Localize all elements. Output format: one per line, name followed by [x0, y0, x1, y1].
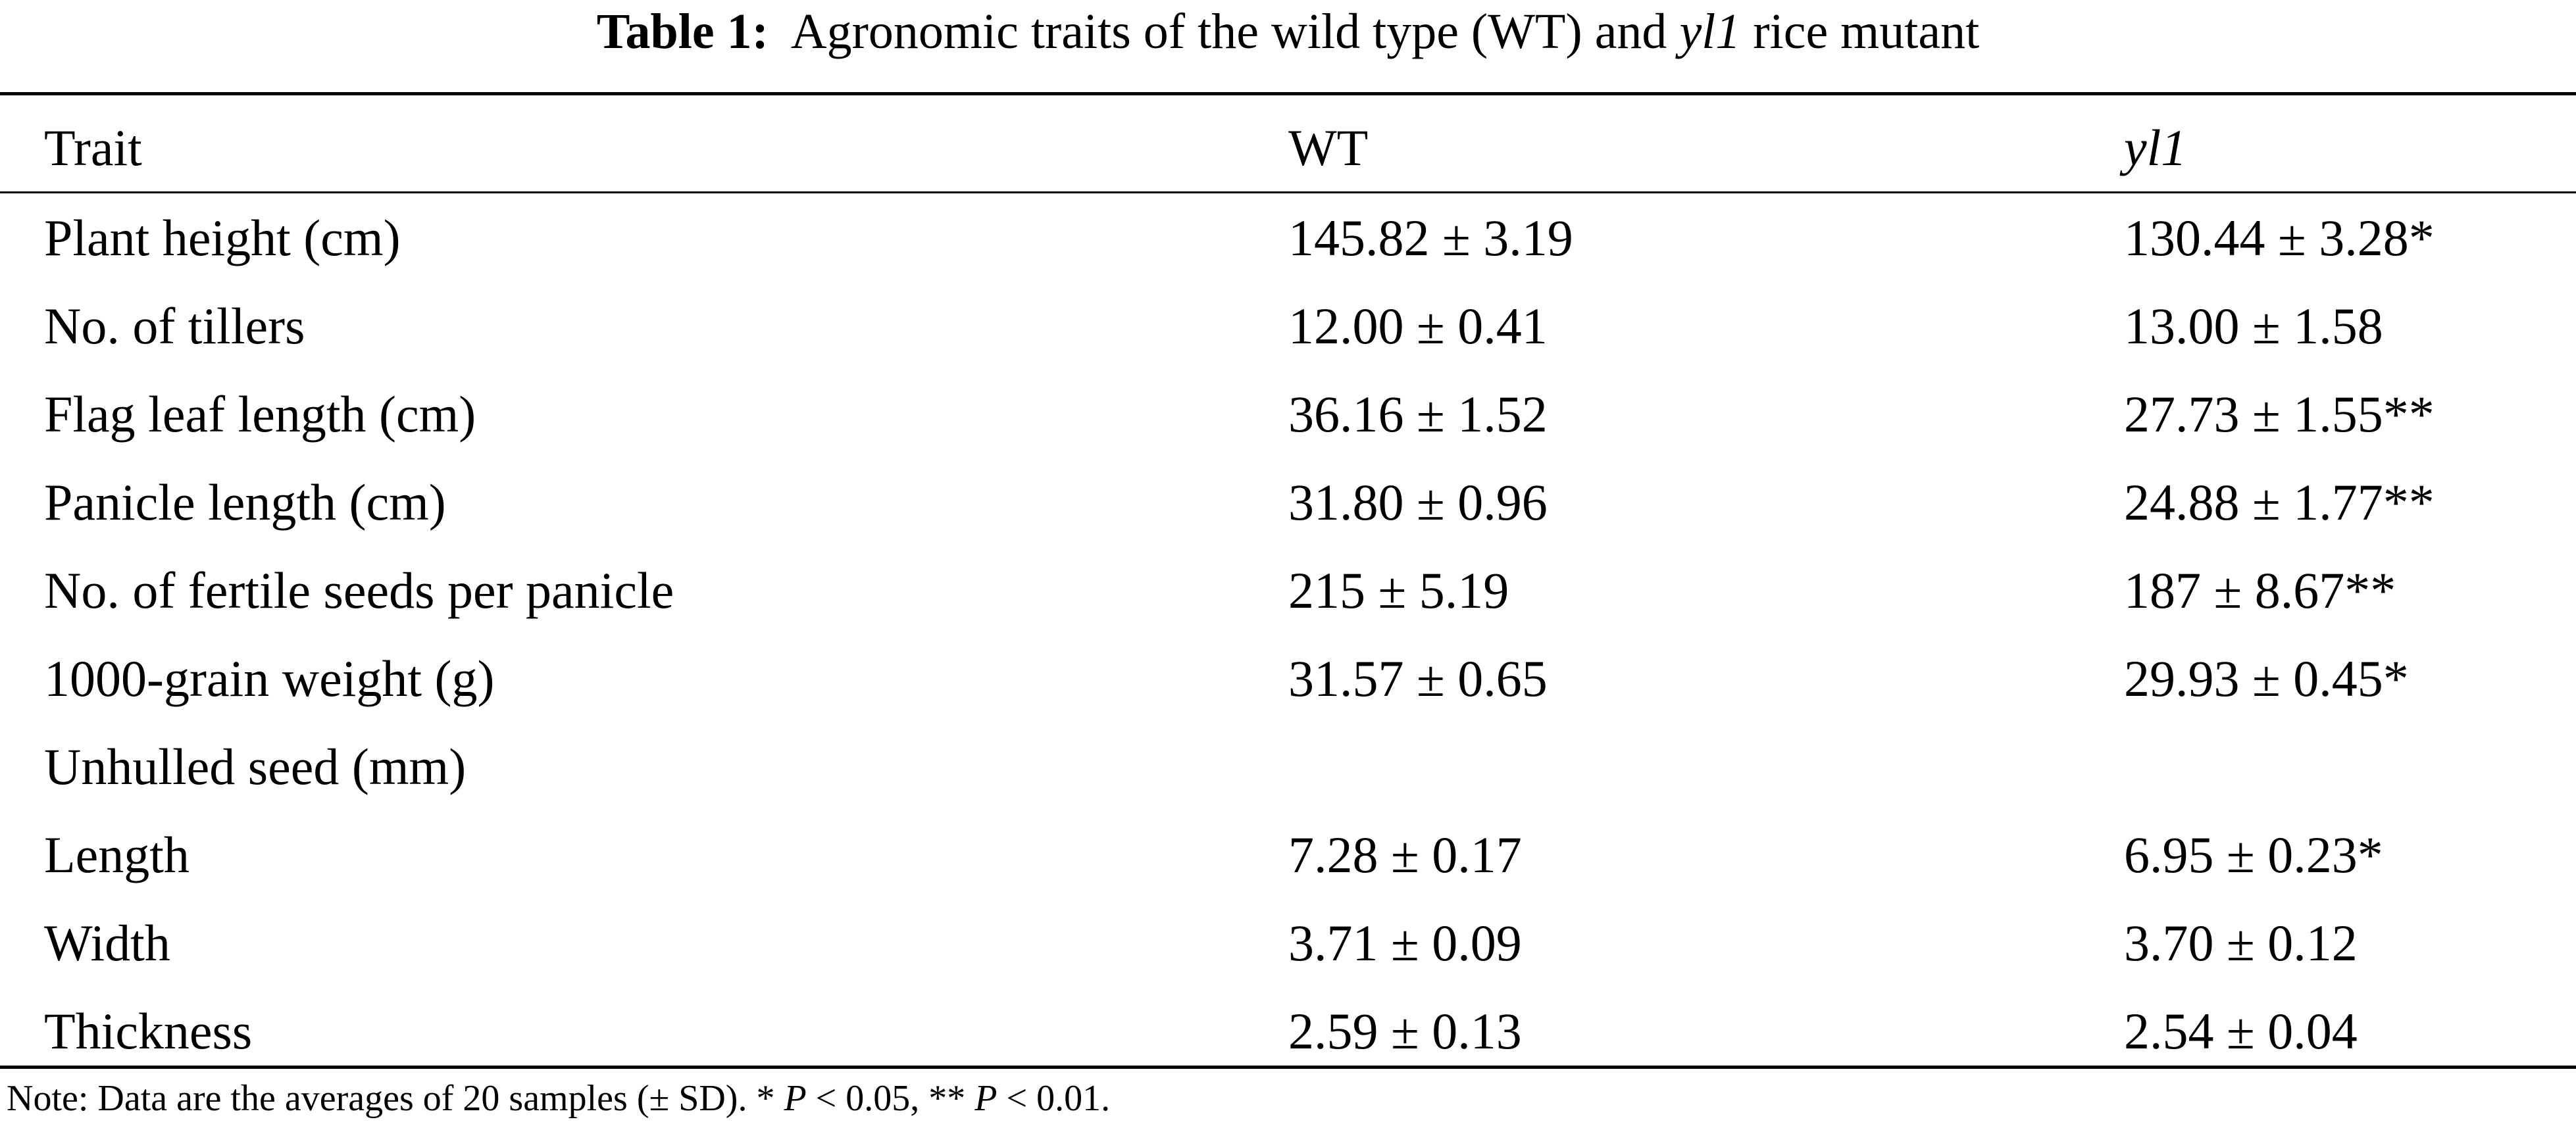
top-rule	[0, 92, 2576, 95]
cell: 29.93 ± 0.45*	[2124, 650, 2409, 707]
title-italic: yl1	[1679, 4, 1741, 59]
cell: 145.82 ± 3.19	[1288, 209, 1573, 266]
cell: 215 ± 5.19	[1288, 562, 1509, 619]
table-title: Table 1: Agronomic traits of the wild ty…	[0, 7, 2576, 57]
row-label: Flag leaf length (cm)	[44, 385, 476, 443]
title-text: Agronomic traits of the wild type (WT) a…	[790, 4, 1667, 59]
title-label: Table 1:	[596, 4, 769, 59]
row-label: Unhulled seed (mm)	[44, 738, 467, 795]
cell: 24.88 ± 1.77**	[2124, 474, 2435, 531]
header-rule	[0, 191, 2576, 193]
note-italic: P	[974, 1078, 998, 1119]
cell: 130.44 ± 3.28*	[2124, 209, 2435, 266]
cell: 187 ± 8.67**	[2124, 562, 2396, 619]
row-label: Width	[44, 914, 170, 971]
row-label: Panicle length (cm)	[44, 474, 446, 531]
note-text: < 0.01.	[1006, 1078, 1111, 1119]
cell: 2.54 ± 0.04	[2124, 1002, 2358, 1060]
cell: 2.59 ± 0.13	[1288, 1002, 1522, 1060]
note-italic: P	[784, 1078, 807, 1119]
row-label: Length	[44, 826, 189, 883]
note-text: Note: Data are the averages of 20 sample…	[7, 1078, 775, 1119]
row-label: No. of fertile seeds per panicle	[44, 562, 674, 619]
title-text: rice mutant	[1753, 4, 1980, 59]
table-note: Note: Data are the averages of 20 sample…	[7, 1080, 1110, 1117]
cell: 3.71 ± 0.09	[1288, 914, 1522, 971]
cell: 27.73 ± 1.55**	[2124, 385, 2435, 443]
row-label: Plant height (cm)	[44, 209, 401, 266]
cell: 13.00 ± 1.58	[2124, 297, 2383, 355]
cell: 3.70 ± 0.12	[2124, 914, 2358, 971]
cell: 7.28 ± 0.17	[1288, 826, 1522, 883]
row-label: 1000-grain weight (g)	[44, 650, 495, 707]
cell: 6.95 ± 0.23*	[2124, 826, 2383, 883]
cell: 36.16 ± 1.52	[1288, 385, 1548, 443]
cell: 31.80 ± 0.96	[1288, 474, 1548, 531]
cell: 31.57 ± 0.65	[1288, 650, 1548, 707]
note-text: < 0.05, **	[815, 1078, 966, 1119]
row-label: Thickness	[44, 1002, 253, 1060]
row-label: No. of tillers	[44, 297, 305, 355]
cell: 12.00 ± 0.41	[1288, 297, 1548, 355]
header-cell: Trait	[44, 119, 142, 176]
bottom-rule	[0, 1066, 2576, 1069]
header-cell: yl1	[2124, 119, 2187, 176]
header-cell: WT	[1288, 119, 1369, 176]
